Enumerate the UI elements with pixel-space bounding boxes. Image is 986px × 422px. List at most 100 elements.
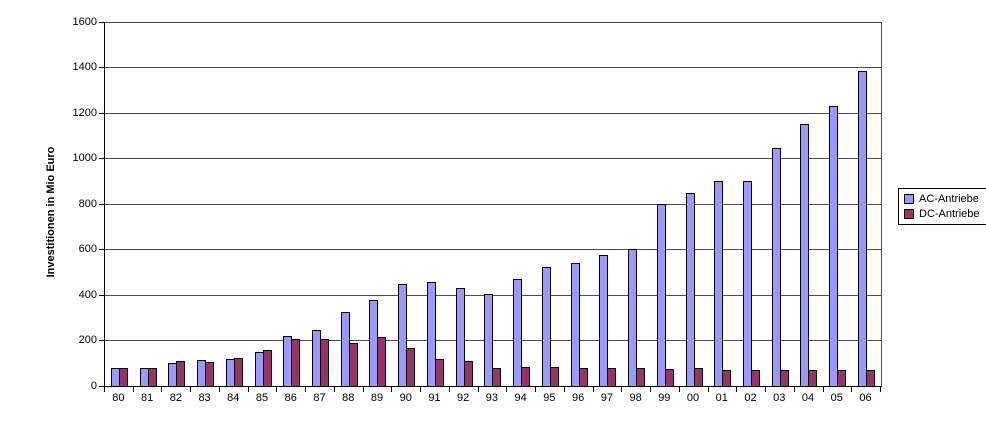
y-tick-label-200: 200 (78, 334, 97, 346)
category-80 (105, 22, 134, 386)
y-tick-label-0: 0 (90, 380, 97, 392)
category-01 (708, 22, 737, 386)
y-tick-mark-600 (99, 249, 104, 250)
bar-dc-82 (176, 361, 186, 386)
x-tick-label-80: 80 (112, 392, 125, 404)
bar-ac-00 (685, 193, 695, 386)
bar-dc-87 (320, 339, 329, 386)
x-tick-mark-20 (679, 387, 680, 392)
legend-item-ac: AC-Antriebe (904, 193, 980, 205)
x-tick-mark-4 (219, 387, 220, 392)
x-tick-label-00: 00 (686, 392, 700, 404)
legend-label-ac: AC-Antriebe (919, 193, 979, 205)
x-tick-mark-10 (391, 387, 392, 392)
x-tick-label-04: 04 (801, 392, 815, 404)
x-tick-label-83: 83 (198, 392, 211, 404)
x-tick-label-05: 05 (830, 392, 843, 404)
bar-dc-91 (434, 359, 444, 386)
x-tick-mark-26 (851, 387, 852, 392)
y-tick-mark-800 (99, 204, 104, 205)
category-02 (737, 22, 766, 386)
bar-ac-01 (714, 181, 724, 386)
y-tick-mark-1000 (99, 158, 104, 159)
bar-dc-01 (722, 370, 732, 386)
bar-dc-04 (808, 370, 818, 386)
x-tick-mark-0 (104, 387, 105, 392)
bar-ac-06 (857, 71, 867, 386)
bar-dc-95 (549, 367, 559, 386)
x-tick-mark-12 (449, 387, 450, 392)
bar-ac-90 (398, 284, 408, 386)
x-axis-tick-labels: 80 81 82 83 84 85 86 87 88 89 90 91 92 93 94 95 96 97 98 99… (104, 392, 880, 404)
bar-dc-90 (406, 348, 416, 386)
plot-area (104, 22, 882, 387)
category-87 (306, 22, 335, 386)
x-tick-label-81: 81 (140, 392, 154, 404)
legend-item-dc: DC-Antriebe (904, 208, 980, 220)
bar-dc-05 (837, 370, 847, 386)
bars-row (105, 22, 881, 386)
x-tick-mark-3 (190, 387, 191, 392)
bar-dc-96 (578, 368, 588, 386)
y-tick-label-1600: 1600 (72, 16, 97, 28)
category-96 (565, 22, 594, 386)
category-86 (277, 22, 306, 386)
bar-dc-80 (118, 368, 128, 386)
gridline-1600 (105, 22, 881, 23)
category-97 (593, 22, 622, 386)
bar-dc-97 (607, 368, 617, 386)
x-tick-mark-8 (334, 387, 335, 392)
y-tick-label-1200: 1200 (72, 107, 97, 119)
dc-series-swatch-icon (904, 209, 914, 219)
bar-ac-93 (484, 294, 494, 386)
bar-dc-00 (693, 368, 703, 386)
category-83 (191, 22, 220, 386)
bar-dc-92 (463, 361, 473, 386)
category-92 (450, 22, 479, 386)
x-tick-label-98: 98 (629, 392, 642, 404)
bar-ac-96 (570, 263, 580, 386)
ac-series-swatch-icon (904, 194, 914, 204)
x-tick-mark-7 (305, 387, 306, 392)
bar-dc-89 (377, 337, 387, 386)
x-tick-mark-21 (708, 387, 709, 392)
x-tick-label-91: 91 (428, 392, 441, 404)
bar-dc-85 (262, 350, 272, 386)
x-tick-mark-24 (794, 387, 795, 392)
bar-dc-99 (664, 369, 674, 386)
y-tick-mark-1400 (99, 67, 104, 68)
x-tick-mark-13 (478, 387, 479, 392)
x-tick-label-02: 02 (744, 392, 757, 404)
x-tick-label-94: 94 (514, 392, 527, 404)
bar-dc-06 (865, 370, 875, 386)
bar-dc-03 (779, 370, 789, 386)
bar-dc-98 (636, 368, 646, 386)
bar-ac-91 (426, 282, 436, 386)
bar-dc-84 (233, 358, 243, 386)
x-tick-mark-19 (650, 387, 651, 392)
category-91 (421, 22, 450, 386)
category-84 (220, 22, 249, 386)
x-tick-mark-14 (506, 387, 507, 392)
bar-ac-99 (656, 204, 666, 386)
legend-label-dc: DC-Antriebe (919, 208, 980, 220)
x-tick-mark-15 (535, 387, 536, 392)
category-94 (507, 22, 536, 386)
category-99 (651, 22, 680, 386)
bar-ac-98 (628, 249, 638, 386)
x-tick-label-87: 87 (313, 392, 326, 404)
category-03 (766, 22, 795, 386)
x-tick-label-95: 95 (543, 392, 556, 404)
category-93 (479, 22, 508, 386)
x-tick-label-01: 01 (715, 392, 728, 404)
x-tick-label-89: 89 (370, 392, 384, 404)
bar-dc-88 (348, 343, 358, 386)
bar-ac-03 (771, 148, 781, 386)
x-tick-label-99: 99 (658, 392, 671, 404)
category-05 (823, 22, 852, 386)
bar-ac-92 (455, 288, 465, 386)
x-tick-mark-1 (133, 387, 134, 392)
bar-ac-05 (829, 106, 839, 386)
bar-dc-02 (751, 370, 761, 386)
